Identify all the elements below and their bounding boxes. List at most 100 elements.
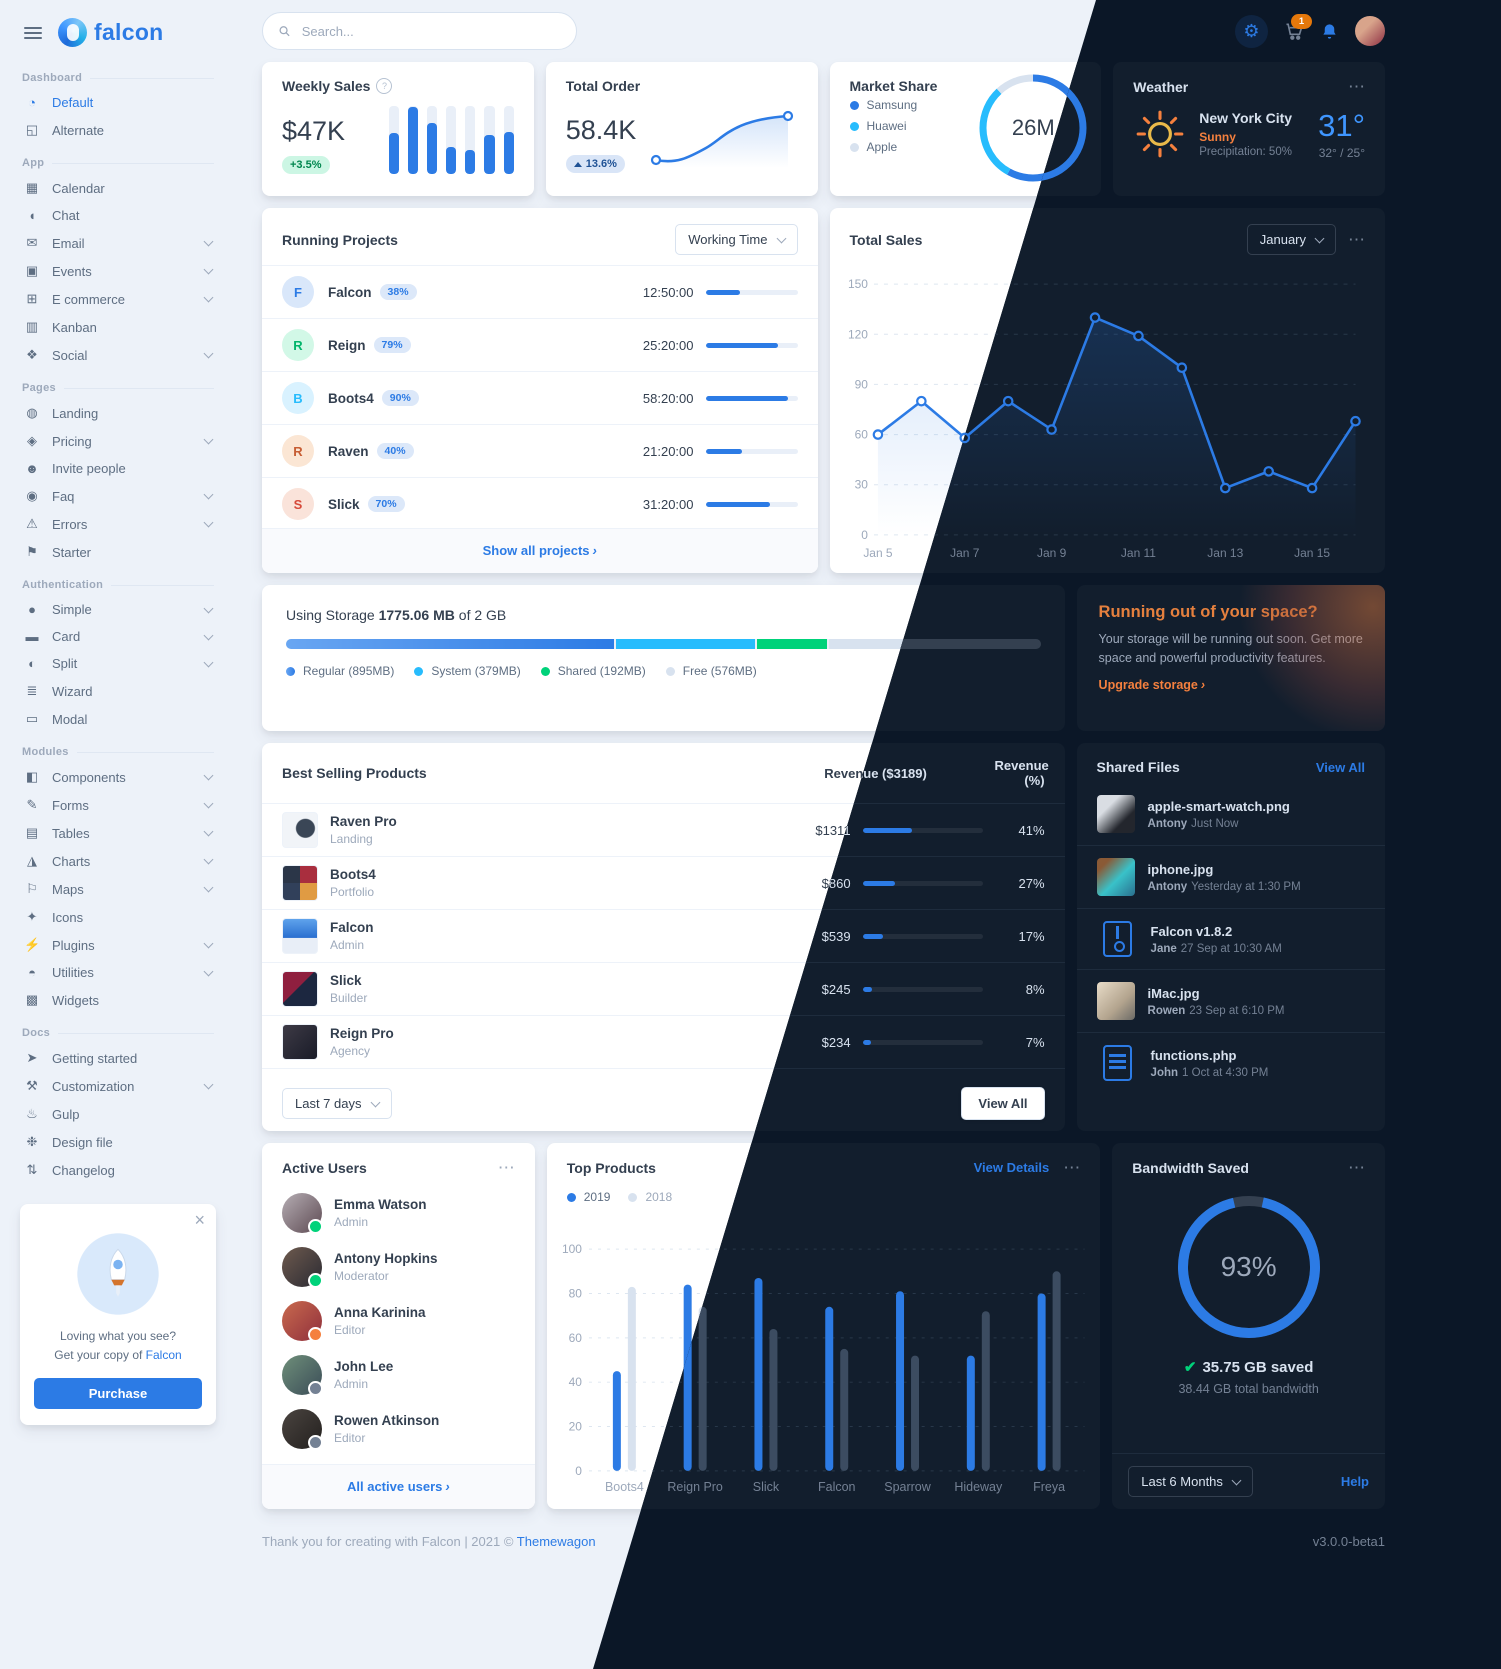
- help-link[interactable]: Help: [1340, 1474, 1369, 1489]
- sidebar-item[interactable]: ☻ Invite people: [25, 461, 126, 476]
- show-all-projects-link[interactable]: Show all projects›: [482, 543, 597, 558]
- product-revenue-pct: 7%: [1025, 1034, 1045, 1050]
- sidebar-item[interactable]: ▬ Card: [16, 623, 220, 650]
- user-avatar[interactable]: [1355, 16, 1385, 46]
- sidebar-item[interactable]: ▤ Tables: [16, 819, 220, 847]
- product-name[interactable]: Boots4: [330, 867, 376, 882]
- month-select[interactable]: January: [1246, 224, 1336, 255]
- brand-logo[interactable]: falcon: [58, 18, 164, 47]
- sidebar-item[interactable]: ➤ Getting started: [16, 1044, 220, 1072]
- notifications-bell-icon[interactable]: [1320, 22, 1339, 41]
- view-all-button[interactable]: View All: [961, 1087, 1045, 1120]
- sidebar-item[interactable]: ⚐ Maps: [16, 875, 220, 903]
- sidebar-item[interactable]: ⇅ Changelog: [16, 1156, 220, 1184]
- user-row: Rowen Atkinson Editor: [262, 1402, 535, 1456]
- file-name[interactable]: Falcon v1.8.2: [1150, 923, 1233, 939]
- sidebar-item[interactable]: ≣ Wizard: [16, 677, 220, 705]
- sidebar-item[interactable]: ▣ Events: [16, 257, 220, 285]
- chevron-down-icon: [203, 966, 214, 976]
- sidebar-item[interactable]: ◱ Alternate: [25, 122, 105, 138]
- product-name[interactable]: Raven Pro: [330, 814, 397, 829]
- project-time: 58:20:00: [642, 390, 694, 406]
- sidebar-item[interactable]: ◧ Components: [16, 763, 220, 791]
- sidebar-item[interactable]: ♨ Gulp: [16, 1100, 220, 1128]
- storage-legend-item: System (379MB): [414, 664, 521, 678]
- sidebar-item-icon: ●: [28, 602, 36, 617]
- all-active-users-link[interactable]: All active users›: [347, 1479, 450, 1494]
- settings-gear-icon[interactable]: ⚙: [1235, 14, 1268, 48]
- sidebar-item[interactable]: ❖ Social: [16, 341, 220, 369]
- sidebar-item[interactable]: ⚠ Errors: [16, 510, 220, 538]
- dots-menu-icon[interactable]: ⋯: [497, 1158, 515, 1177]
- status-dot: [308, 1435, 323, 1450]
- nav-section-heading: Dashboard: [22, 72, 214, 84]
- card-title: Active Users: [282, 1159, 367, 1176]
- sidebar-item[interactable]: ▩ Widgets: [25, 992, 99, 1008]
- file-name[interactable]: functions.php: [1150, 1047, 1237, 1063]
- dots-menu-icon[interactable]: ⋯: [1063, 1158, 1081, 1177]
- product-name[interactable]: Reign Pro: [330, 1026, 394, 1041]
- sidebar-item-icon: ◈: [27, 433, 37, 448]
- product-name[interactable]: Slick: [330, 973, 362, 988]
- status-dot: [308, 1273, 323, 1288]
- user-name[interactable]: Rowen Atkinson: [334, 1413, 440, 1428]
- sidebar-item[interactable]: ◉ Faq: [16, 482, 220, 510]
- sidebar-item[interactable]: ❉ Design file: [16, 1128, 220, 1156]
- sidebar-item[interactable]: ◈ Pricing: [16, 427, 220, 455]
- caret-up-icon: [573, 161, 582, 167]
- file-name[interactable]: iphone.jpg: [1147, 861, 1214, 877]
- view-details-link[interactable]: View Details: [973, 1160, 1050, 1175]
- period-select[interactable]: Last 6 Months: [1128, 1466, 1253, 1497]
- file-name[interactable]: iMac.jpg: [1147, 985, 1200, 1001]
- sidebar-item[interactable]: ✦ Icons: [16, 903, 220, 931]
- svg-text:Falcon: Falcon: [818, 1480, 855, 1494]
- shopping-cart-icon[interactable]: 1: [1284, 14, 1312, 41]
- dots-menu-icon[interactable]: ⋯: [1348, 1158, 1365, 1177]
- view-all-files-link[interactable]: View All: [1315, 759, 1365, 775]
- sidebar-item[interactable]: ▦ Calendar: [25, 180, 105, 196]
- sidebar-item[interactable]: ▥ Kanban: [25, 319, 97, 335]
- top-products-legend: 2019 2018: [547, 1186, 1101, 1204]
- themewagon-link[interactable]: Themewagon: [516, 1534, 596, 1549]
- product-name[interactable]: Falcon: [330, 920, 374, 935]
- svg-text:Slick: Slick: [753, 1480, 780, 1494]
- sidebar-item[interactable]: ◮ Charts: [16, 847, 220, 875]
- project-progress-bar: [705, 289, 798, 295]
- sidebar-item[interactable]: ◍ Landing: [16, 399, 220, 427]
- sidebar-item[interactable]: ◓ Utilities: [16, 959, 220, 986]
- info-icon[interactable]: ?: [376, 78, 393, 94]
- hamburger-menu-icon[interactable]: [22, 20, 44, 46]
- sidebar-item[interactable]: ✉ Email: [16, 229, 220, 257]
- close-icon[interactable]: ×: [194, 1210, 205, 1230]
- sidebar-item[interactable]: ✎ Forms: [16, 791, 220, 819]
- working-time-select[interactable]: Working Time: [675, 224, 798, 255]
- dots-menu-icon[interactable]: ⋯: [1348, 230, 1365, 249]
- falcon-link[interactable]: Falcon: [145, 1348, 182, 1363]
- sidebar-item[interactable]: ⚑ Starter: [16, 538, 220, 566]
- sidebar-item[interactable]: ⊞ E commerce: [16, 285, 220, 313]
- file-name[interactable]: apple-smart-watch.png: [1147, 798, 1290, 814]
- date-range-select[interactable]: Last 7 days: [282, 1088, 392, 1119]
- sidebar-item[interactable]: ◖ Chat: [16, 202, 220, 229]
- sidebar-item[interactable]: ◐ Split: [16, 650, 220, 677]
- user-name[interactable]: Anna Karinina: [334, 1305, 426, 1320]
- version-label: v3.0.0-beta1: [1312, 1534, 1385, 1549]
- market-share-card: Market Share Samsung Huawei: [829, 62, 1102, 196]
- user-name[interactable]: Antony Hopkins: [334, 1251, 438, 1266]
- sidebar-item[interactable]: ⚡ Plugins: [16, 931, 220, 959]
- purchase-button[interactable]: Purchase: [34, 1377, 202, 1409]
- user-name[interactable]: John Lee: [334, 1359, 394, 1374]
- dots-menu-icon[interactable]: ⋯: [1348, 77, 1365, 96]
- sidebar-item-icon: ▩: [25, 992, 39, 1007]
- user-name[interactable]: Emma Watson: [334, 1197, 427, 1212]
- sidebar-item[interactable]: ⚒ Customization: [16, 1072, 220, 1100]
- sidebar-item[interactable]: ● Simple: [16, 596, 220, 623]
- sidebar-item[interactable]: ◔ Default: [16, 89, 220, 116]
- search-input[interactable]: [299, 22, 561, 40]
- user-row: Antony Hopkins Moderator: [262, 1240, 535, 1294]
- sidebar-item[interactable]: ▭ Modal: [25, 711, 88, 727]
- upgrade-storage-link[interactable]: Upgrade storage›: [1098, 677, 1206, 692]
- user-avatar: [282, 1193, 323, 1234]
